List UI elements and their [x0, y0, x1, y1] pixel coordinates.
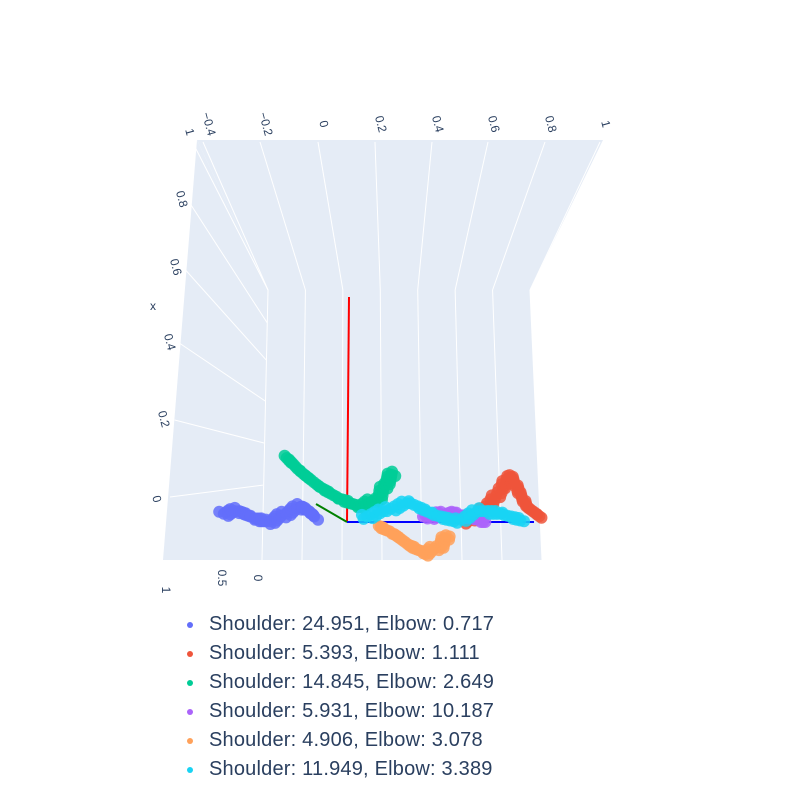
gridline-top	[454, 141, 489, 291]
legend-marker	[187, 708, 193, 715]
top-tick-label: 0.8	[542, 114, 560, 134]
x-tick-label: 0.8	[173, 189, 191, 209]
gridline-floor	[341, 289, 344, 561]
gridline-left	[183, 267, 267, 361]
depth-tick-label: 0.5	[215, 570, 229, 587]
data-point	[386, 465, 399, 478]
top-tick-label: −0.2	[256, 111, 276, 138]
legend-label: Shoulder: 5.393, Elbow: 1.111	[209, 642, 480, 664]
top-tick-label: 0.4	[429, 114, 447, 134]
top-tick-label: 1	[598, 119, 613, 129]
x-axis-label: x	[150, 299, 156, 313]
x-tick-label: 0.4	[161, 332, 179, 352]
data-point	[312, 513, 325, 526]
axes-group: −0.4 −0.2 0 0.2 0.4 0.6 0.8 1 0 0.2 0.4 0.6 0.8 1 1 0.5…	[149, 111, 613, 594]
legend-item[interactable]: Shoulder: 4.906, Elbow: 3.078	[180, 726, 494, 755]
gridline-top	[417, 141, 433, 291]
depth-tick-label: 0	[251, 575, 265, 582]
legend-label: Shoulder: 14.845, Elbow: 2.649	[209, 671, 495, 693]
legend-item[interactable]: Shoulder: 24.951, Elbow: 0.717	[180, 610, 494, 639]
legend-label: Shoulder: 4.906, Elbow: 3.078	[209, 729, 483, 751]
gridline-left	[178, 342, 266, 402]
x-tick-label: 1	[182, 127, 197, 137]
gridline-left	[190, 139, 269, 291]
legend-marker	[187, 621, 193, 628]
z-axis-line	[315, 503, 348, 523]
legend-marker	[187, 650, 193, 657]
plot-3d-scene[interactable]: −0.4 −0.2 0 0.2 0.4 0.6 0.8 1 0 0.2 0.4 0.6 0.8 1 1 0.5…	[0, 0, 800, 600]
legend-item[interactable]: Shoulder: 14.845, Elbow: 2.649	[180, 668, 494, 697]
gridline-left	[174, 419, 265, 444]
series-points	[355, 495, 531, 529]
legend-marker	[187, 766, 193, 773]
gridline-left	[169, 484, 263, 498]
legend-item[interactable]: Shoulder: 5.393, Elbow: 1.111	[180, 639, 494, 668]
depth-tick-label: 1	[159, 587, 173, 594]
legend-label: Shoulder: 5.931, Elbow: 10.187	[209, 700, 495, 722]
gridline-top	[317, 141, 344, 291]
x-tick-label: 0.2	[155, 409, 173, 429]
gridlines	[169, 139, 601, 561]
data-point	[535, 511, 548, 524]
legend-label: Shoulder: 11.949, Elbow: 3.389	[209, 758, 493, 780]
data-points	[213, 449, 548, 562]
gridline-top	[374, 141, 381, 291]
x-tick-label: 0	[149, 494, 164, 504]
legend-marker	[187, 679, 193, 686]
legend: Shoulder: 24.951, Elbow: 0.717 Shoulder: …	[180, 610, 494, 784]
gridline-top	[202, 141, 269, 291]
gridline-left	[187, 199, 268, 324]
series-points	[213, 498, 325, 531]
series-points	[372, 519, 456, 562]
top-tick-label: 0	[316, 119, 331, 129]
top-tick-label: 0.6	[485, 114, 503, 134]
gridline-top	[529, 141, 601, 291]
legend-item[interactable]: Shoulder: 5.931, Elbow: 10.187	[180, 697, 494, 726]
top-tick-label: −0.4	[199, 111, 219, 138]
series-points	[278, 449, 402, 515]
scene-left-wall	[163, 140, 268, 560]
data-point	[443, 530, 456, 543]
data-point	[518, 515, 531, 528]
x-axis-line	[346, 296, 350, 523]
legend-label: Shoulder: 24.951, Elbow: 0.717	[209, 613, 495, 635]
legend-item[interactable]: Shoulder: 11.949, Elbow: 3.389	[180, 755, 494, 784]
x-tick-label: 0.6	[167, 257, 185, 277]
scene-back-wall	[197, 140, 603, 290]
legend-marker	[187, 737, 193, 744]
gridline-top	[492, 141, 546, 291]
top-tick-label: 0.2	[372, 114, 390, 134]
gridline-top	[259, 141, 306, 291]
